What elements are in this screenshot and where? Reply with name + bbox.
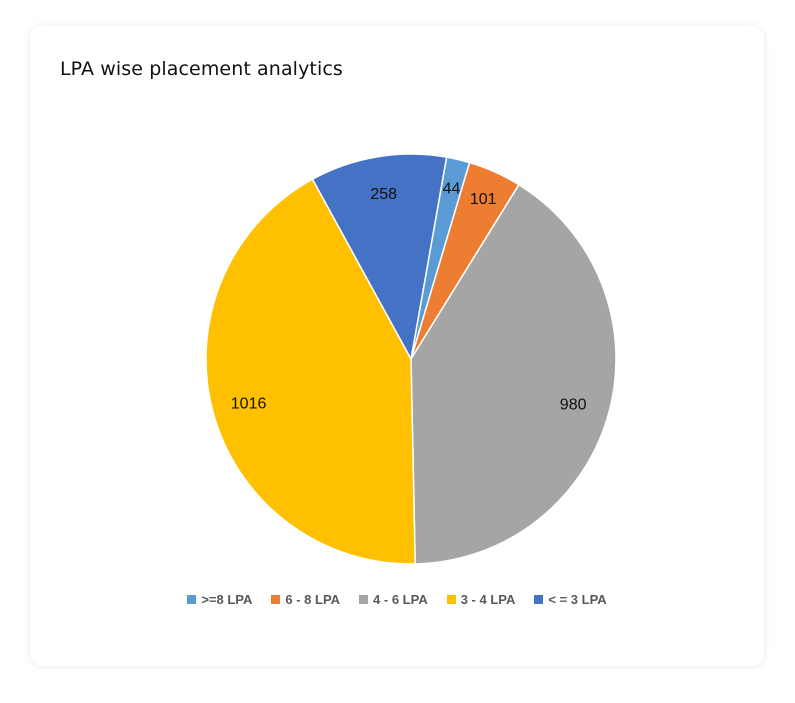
chart-legend: >=8 LPA 6 - 8 LPA 4 - 6 LPA 3 - 4 LPA < = 3 … [30, 592, 764, 607]
pie-slice-4-6-lpa [410, 183, 617, 565]
chart-title: LPA wise placement analytics [60, 58, 343, 80]
pie-slice-3-4-lpa [205, 178, 416, 565]
legend-item-6-8-lpa: 6 - 8 LPA [271, 592, 340, 607]
legend-label: 4 - 6 LPA [373, 592, 428, 607]
data-label-3-lpa: 258 [370, 186, 397, 203]
data-label-6-8-lpa: 101 [470, 191, 497, 208]
data-label-8-lpa: 44 [443, 180, 461, 197]
pie-slice-3-lpa [311, 153, 448, 362]
legend-item-3-4-lpa: 3 - 4 LPA [446, 592, 516, 607]
legend-label: 6 - 8 LPA [285, 592, 341, 607]
legend-label: < = 3 LPA [548, 592, 607, 607]
legend-swatch [187, 595, 197, 604]
legend-swatch [446, 595, 456, 604]
legend-swatch [359, 595, 369, 604]
legend-label: >=8 LPA [201, 592, 253, 607]
data-label-3-4-lpa: 1016 [231, 395, 267, 412]
data-label-4-6-lpa: 980 [560, 396, 587, 413]
chart-card: LPA wise placement analytics 44 101 980 101… [30, 26, 764, 666]
legend-item-4-6-lpa: 4 - 6 LPA [359, 592, 428, 607]
legend-swatch [271, 595, 281, 604]
legend-item-3-lpa: < = 3 LPA [534, 592, 607, 607]
legend-item-8-lpa: >=8 LPA [187, 592, 252, 607]
pie-chart: 44 101 980 1016 258 [205, 153, 617, 565]
legend-swatch [534, 595, 544, 604]
legend-label: 3 - 4 LPA [460, 592, 516, 607]
